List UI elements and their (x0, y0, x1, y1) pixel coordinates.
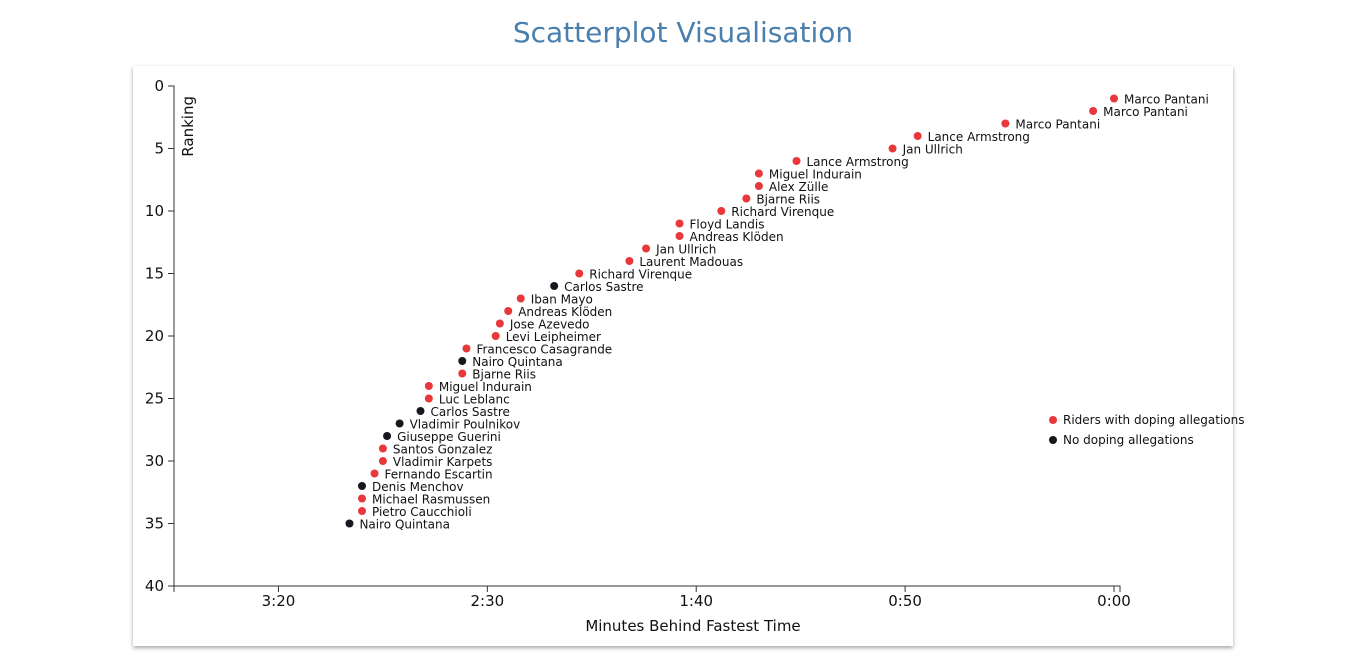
point-label: Levi Leipheimer (506, 330, 601, 344)
clean-point (345, 519, 354, 528)
point-label: Laurent Madouas (639, 255, 743, 269)
x-tick-label: 0:00 (1097, 592, 1131, 610)
y-tick-label: 40 (145, 577, 164, 595)
doping-point (516, 294, 525, 303)
y-tick-label: 5 (154, 140, 164, 158)
x-axis-line (173, 585, 1121, 592)
point-label: Carlos Sastre (430, 405, 509, 419)
chart-card (133, 66, 1233, 646)
point-label: Iban Mayo (531, 293, 593, 307)
point-label: Michael Rasmussen (372, 493, 490, 507)
y-tick-label: 0 (154, 77, 164, 95)
doping-point (1089, 107, 1098, 115)
doping-point (1001, 119, 1010, 128)
doping-point (754, 182, 763, 190)
point-label: Nairo Quintana (472, 355, 563, 369)
point-label: Bjarne Riis (472, 368, 536, 382)
legend-clean-swatch (1049, 436, 1057, 444)
doping-point (575, 269, 584, 278)
doping-point (358, 507, 366, 515)
point-label: Miguel Indurain (439, 380, 532, 394)
point-label: Jose Azevedo (509, 318, 590, 332)
y-tick-label: 25 (145, 390, 164, 408)
doping-point (462, 344, 471, 353)
x-tick-label: 2:30 (470, 592, 504, 610)
point-label: Floyd Landis (690, 218, 765, 232)
point-label: Vladimir Karpets (393, 455, 493, 469)
point-label: Bjarne Riis (756, 193, 820, 207)
doping-point (642, 244, 651, 253)
y-tick-label: 30 (145, 452, 164, 470)
legend-label: Riders with doping allegations (1063, 413, 1245, 427)
legend: Riders with doping allegations No doping … (1049, 413, 1245, 447)
doping-point (888, 144, 897, 153)
legend-label: No doping allegations (1063, 433, 1194, 447)
point-label: Miguel Indurain (769, 168, 862, 182)
point-label: Jan Ullrich (902, 143, 963, 157)
clean-point (395, 419, 404, 428)
legend-doping-swatch (1049, 416, 1057, 424)
clean-point (416, 407, 425, 415)
point-label: Marco Pantani (1015, 118, 1100, 132)
point-label: Richard Virenque (731, 205, 834, 219)
y-axis: 0 5 10 15 20 25 30 35 40 (145, 77, 175, 595)
doping-point (358, 494, 366, 503)
point-label: Santos Gonzalez (393, 443, 493, 457)
point-label: Marco Pantani (1103, 105, 1188, 119)
y-tick-label: 35 (145, 515, 164, 533)
point-label: Denis Menchov (372, 480, 464, 494)
clean-point (550, 282, 559, 290)
point-label: Fernando Escartin (385, 468, 493, 482)
page-title: Scatterplot Visualisation (512, 16, 854, 49)
doping-point (458, 369, 467, 378)
y-tick-label: 15 (145, 265, 164, 283)
x-axis: 3:20 2:30 1:40 0:50 0:00 (173, 585, 1131, 610)
point-label: Francesco Casagrande (476, 343, 612, 357)
doping-point (424, 382, 433, 390)
doping-point (1110, 94, 1118, 103)
doping-point (378, 457, 387, 465)
doping-point (491, 332, 500, 340)
clean-point (383, 432, 392, 440)
point-label: Marco Pantani (1124, 93, 1209, 107)
point-label: Alex Zülle (769, 180, 829, 194)
point-label: Carlos Sastre (564, 280, 643, 294)
point-label: Andreas Klöden (518, 305, 612, 319)
doping-point (913, 132, 922, 140)
doping-point (675, 219, 684, 228)
doping-point (717, 207, 726, 215)
point-label: Nairo Quintana (359, 518, 450, 532)
doping-point (754, 169, 763, 178)
doping-point (495, 319, 504, 328)
y-tick-label: 10 (145, 202, 164, 220)
doping-point (675, 232, 684, 240)
clean-point (458, 357, 467, 365)
point-label: Vladimir Poulnikov (410, 418, 521, 432)
doping-point (378, 444, 387, 453)
doping-point (742, 194, 751, 203)
point-label: Richard Virenque (589, 268, 692, 282)
point-label: Jan Ullrich (655, 243, 716, 257)
point-label: Giuseppe Guerini (397, 430, 501, 444)
point-label: Lance Armstrong (806, 155, 908, 169)
x-tick-label: 1:40 (679, 592, 713, 610)
point-label: Lance Armstrong (928, 130, 1030, 144)
point-label: Andreas Klöden (690, 230, 784, 244)
y-tick-label: 20 (145, 327, 164, 345)
doping-point (504, 307, 513, 315)
clean-point (358, 482, 366, 490)
doping-point (625, 257, 634, 265)
x-tick-label: 0:50 (888, 592, 922, 610)
doping-point (792, 157, 801, 165)
point-label: Pietro Caucchioli (372, 505, 472, 519)
y-axis-title: Ranking (179, 96, 197, 157)
x-tick-label: 3:20 (262, 592, 296, 610)
doping-point (370, 469, 379, 478)
x-axis-title: Minutes Behind Fastest Time (585, 617, 800, 635)
doping-point (424, 394, 433, 403)
point-label: Luc Leblanc (439, 393, 510, 407)
